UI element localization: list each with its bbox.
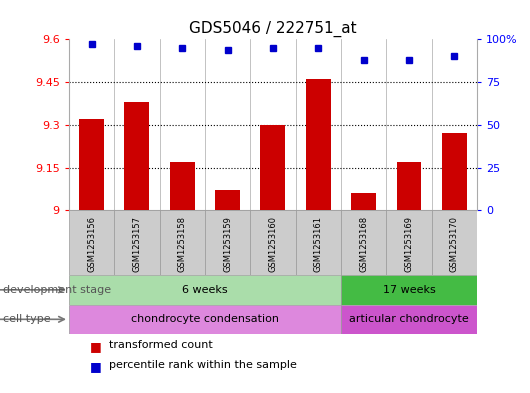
Text: GSM1253160: GSM1253160: [269, 216, 277, 272]
Text: ■: ■: [90, 340, 102, 353]
Bar: [215, 190, 240, 210]
FancyBboxPatch shape: [431, 210, 477, 275]
Text: GSM1253156: GSM1253156: [87, 216, 96, 272]
FancyBboxPatch shape: [205, 210, 250, 275]
FancyBboxPatch shape: [341, 305, 477, 334]
Bar: [442, 133, 467, 210]
Text: transformed count: transformed count: [109, 340, 213, 350]
Text: 6 weeks: 6 weeks: [182, 285, 228, 295]
FancyBboxPatch shape: [250, 210, 296, 275]
Text: percentile rank within the sample: percentile rank within the sample: [109, 360, 296, 369]
FancyBboxPatch shape: [160, 210, 205, 275]
FancyBboxPatch shape: [341, 210, 386, 275]
FancyBboxPatch shape: [69, 305, 341, 334]
Bar: [125, 102, 149, 210]
FancyBboxPatch shape: [386, 210, 431, 275]
FancyBboxPatch shape: [341, 275, 477, 305]
Bar: [306, 79, 331, 210]
Text: cell type: cell type: [3, 314, 50, 324]
FancyBboxPatch shape: [69, 210, 114, 275]
Bar: [79, 119, 104, 210]
Text: GSM1253168: GSM1253168: [359, 216, 368, 272]
Text: GSM1253170: GSM1253170: [450, 216, 459, 272]
Text: articular chondrocyte: articular chondrocyte: [349, 314, 469, 324]
Text: GSM1253158: GSM1253158: [178, 216, 187, 272]
Bar: [260, 125, 286, 210]
Text: ■: ■: [90, 360, 102, 373]
Text: GSM1253157: GSM1253157: [132, 216, 142, 272]
Bar: [351, 193, 376, 210]
Title: GDS5046 / 222751_at: GDS5046 / 222751_at: [189, 20, 357, 37]
FancyBboxPatch shape: [114, 210, 160, 275]
Text: development stage: development stage: [3, 285, 111, 295]
Text: GSM1253159: GSM1253159: [223, 216, 232, 272]
Bar: [170, 162, 195, 210]
Text: 17 weeks: 17 weeks: [383, 285, 435, 295]
FancyBboxPatch shape: [69, 275, 341, 305]
Bar: [396, 162, 421, 210]
Text: chondrocyte condensation: chondrocyte condensation: [131, 314, 279, 324]
Text: GSM1253161: GSM1253161: [314, 216, 323, 272]
Text: GSM1253169: GSM1253169: [404, 216, 413, 272]
FancyBboxPatch shape: [296, 210, 341, 275]
